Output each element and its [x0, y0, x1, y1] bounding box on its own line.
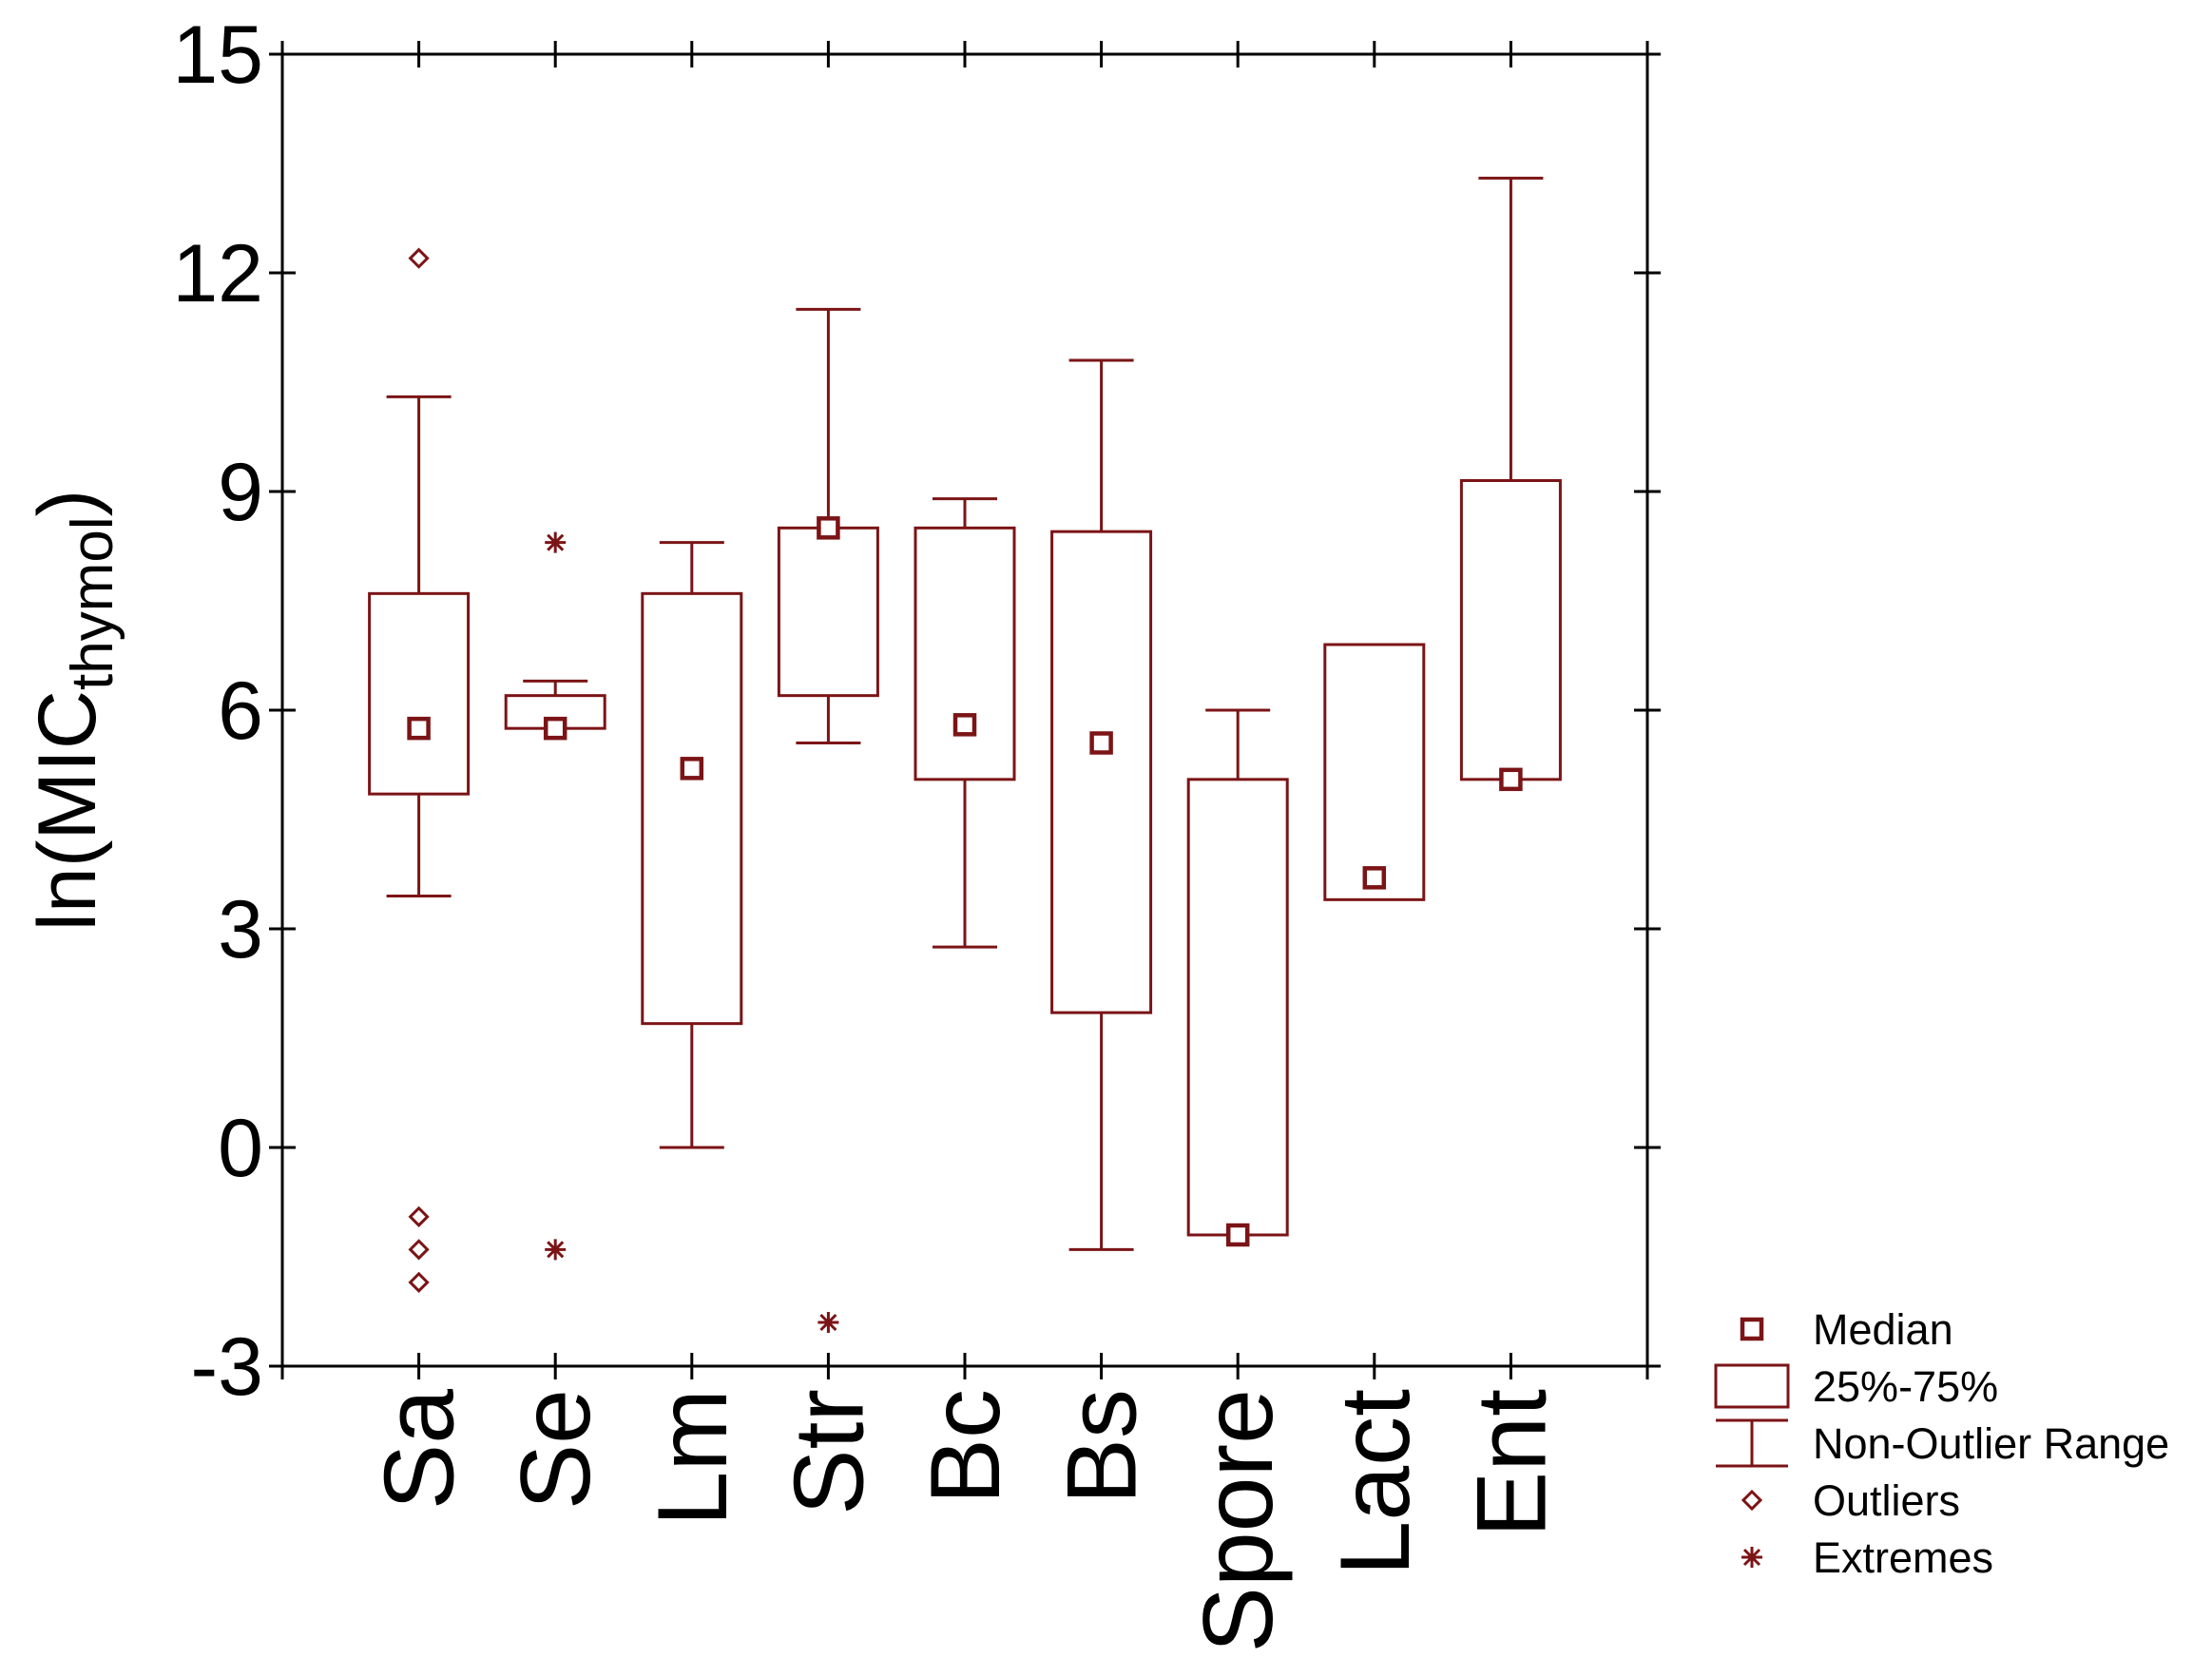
legend-label: Non-Outlier Range [1813, 1419, 2169, 1468]
box-bs [1050, 358, 1153, 1251]
y-tick-labels: -3 0 3 6 9 12 15 [172, 10, 263, 1413]
x-tick-label: Lact [1320, 1389, 1431, 1576]
outlier-marker [1741, 1489, 1763, 1512]
y-tick-label: -3 [191, 1321, 263, 1413]
y-axis-label-main: ln(MIC [22, 690, 113, 931]
x-tick-label: Spore [1183, 1389, 1294, 1653]
median-marker [543, 716, 567, 741]
box-lm [641, 541, 743, 1149]
median-marker [407, 716, 431, 741]
x-tick-label: Lm [638, 1389, 748, 1526]
legend-median-icon [1740, 1317, 1764, 1341]
legend: Median 25%-75% Non-Outlier Range Outliers Ex… [1714, 1305, 2169, 1582]
iqr-box [1050, 530, 1153, 1014]
boxes [368, 176, 1562, 1333]
box-se [504, 531, 606, 1261]
legend-label: Extremes [1813, 1533, 1993, 1582]
iqr-box [641, 591, 743, 1026]
y-tick-label: 15 [172, 10, 263, 101]
x-tick-label: Ent [1456, 1389, 1567, 1537]
y-tick-label: 6 [218, 665, 263, 757]
x-tick-label: Str [774, 1389, 884, 1515]
iqr-box [1459, 479, 1562, 781]
extreme-marker [1741, 1547, 1762, 1568]
legend-item-box: 25%-75% [1714, 1362, 1998, 1411]
median-marker [1499, 767, 1523, 792]
median-marker [680, 757, 704, 781]
legend-box-icon [1714, 1363, 1790, 1409]
legend-item-outliers: Outliers [1741, 1476, 1960, 1525]
iqr-box [1323, 643, 1426, 901]
iqr-box [1186, 778, 1289, 1237]
extreme-marker [545, 1239, 567, 1261]
iqr-box [368, 591, 471, 796]
extreme-marker [817, 1312, 839, 1333]
x-tick-label: Bc [911, 1389, 1021, 1504]
outlier-marker [408, 1239, 430, 1261]
box-bc [914, 497, 1016, 949]
legend-label: Outliers [1813, 1476, 1960, 1525]
x-tick-label: Bs [1048, 1389, 1158, 1504]
y-tick-label: 12 [172, 228, 263, 319]
legend-item-extremes: Extremes [1741, 1533, 1993, 1582]
box-lact [1323, 643, 1426, 901]
y-tick-label: 9 [218, 447, 263, 538]
iqr-box [914, 526, 1016, 781]
box-ent [1459, 176, 1562, 792]
extreme-marker [545, 531, 567, 553]
outlier-marker [408, 1271, 430, 1293]
legend-label: Median [1813, 1305, 1953, 1354]
y-tick-label: 0 [218, 1103, 263, 1194]
box-spore [1186, 708, 1289, 1247]
median-marker [817, 516, 840, 540]
y-tick-label: 3 [218, 884, 263, 975]
y-axis-label: ln(MICthymol) [22, 490, 125, 931]
legend-item-median: Median [1740, 1305, 1953, 1354]
box-sa [368, 247, 471, 1293]
median-marker [1089, 731, 1113, 755]
outlier-marker [408, 247, 430, 269]
x-tick-label: Se [501, 1389, 611, 1510]
x-tick-label: Sa [365, 1389, 475, 1510]
y-axis-label-close: ) [22, 490, 113, 517]
median-marker [1362, 866, 1387, 890]
outlier-marker [408, 1205, 430, 1227]
legend-item-range: Non-Outlier Range [1716, 1418, 2169, 1468]
axis-ticks [269, 41, 1661, 1379]
box-str [777, 307, 879, 1333]
x-tick-labels: Sa Se Lm Str Bc Bs Spore Lact Ent [365, 1389, 1568, 1653]
legend-label: 25%-75% [1813, 1362, 1998, 1411]
y-axis-label-subscript: thymol [60, 516, 125, 690]
median-marker [952, 713, 977, 737]
iqr-box [777, 526, 879, 698]
median-marker [1225, 1223, 1250, 1247]
